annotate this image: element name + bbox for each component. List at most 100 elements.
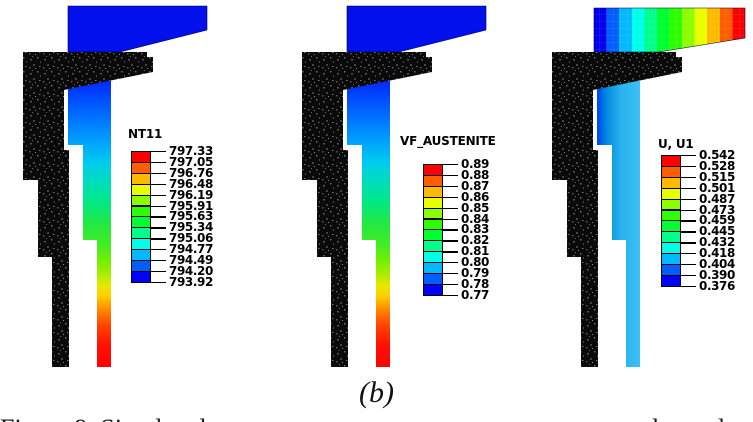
legend-tick-mark (151, 281, 166, 284)
legend-tick-mark (681, 264, 696, 266)
nt11-specimen-contour-strip (68, 48, 111, 367)
legend-value-label: 0.459 (699, 213, 735, 228)
legend-value-label: 0.87 (461, 178, 490, 193)
legend-value-label: 0.89 (461, 157, 490, 171)
bottom-cropped-caption: Figure 9. Simulated l l (0, 414, 753, 422)
legend-tick-mark (443, 283, 458, 286)
legend-tick-mark (151, 260, 166, 262)
legend-value-label: 796.76 (169, 165, 213, 180)
legend-tick-mark (443, 185, 458, 188)
legend-value-label: 794.20 (169, 263, 213, 278)
legend-value-label: 0.528 (699, 158, 735, 173)
legend-tick-mark (151, 216, 166, 218)
subfigure-caption: (b) (359, 376, 394, 409)
colorbar-legend-nt11: NT11 797.33 797.05 796.76 796.48 796.19 795.9… (128, 127, 231, 288)
cropped-text-fragment: Figure 9. Simulated (0, 414, 206, 422)
plot-vf-austenite (302, 5, 487, 367)
legend-value-label: 0.86 (461, 189, 490, 204)
legend-tick-mark (443, 174, 458, 177)
colorbar-nt11: 797.33 797.05 796.76 796.48 796.19 795.91 795.… (131, 145, 231, 288)
contour-plots-svg (23, 5, 746, 367)
legend-tick-mark (151, 183, 166, 186)
legend-value-label: 0.542 (699, 148, 735, 162)
legend-tick-mark (151, 249, 166, 251)
legend-value-label: 0.404 (699, 257, 735, 271)
cropped-text-fragment: l (718, 414, 725, 422)
legend-tick-mark (681, 187, 696, 190)
legend-value-label: 0.80 (461, 255, 490, 270)
legend-value-label: 796.48 (169, 176, 213, 191)
legend-value-label: 0.390 (699, 267, 735, 282)
colorbar-u1: 0.542 0.528 0.515 0.501 0.487 0.473 0.459 0.445… (661, 149, 753, 292)
legend-value-label: 0.445 (699, 224, 735, 239)
u1-specimen-contour-strip (597, 48, 640, 367)
legend-tick-mark (681, 253, 696, 255)
legend-color-swatch (131, 270, 151, 283)
legend-tick-mark (443, 273, 458, 275)
legend-color-swatch (661, 274, 681, 287)
legend-value-label: 0.515 (699, 169, 735, 184)
legend-tick-mark (681, 274, 696, 277)
legend-value-label: 793.92 (169, 274, 213, 289)
u1-punch-mesh-overlay (594, 8, 745, 52)
legend-tick-mark (681, 209, 696, 211)
legend-value-label: 0.418 (699, 246, 735, 261)
legend-tick-mark (681, 285, 696, 288)
legend-tick-mark (151, 194, 166, 196)
colorbar-legend-u1: U, U1 0.542 0.528 0.515 0.501 0.487 0.473 0.45… (658, 137, 753, 292)
legend-tick-mark (151, 161, 166, 164)
legend-tick-mark (681, 198, 696, 200)
legend-value-label: 0.78 (461, 276, 490, 291)
legend-tick-mark (151, 238, 166, 240)
legend-value-label: 0.501 (699, 180, 735, 195)
vf-die-mesh-region (302, 52, 432, 367)
legend-title-vf-austenite: VF_AUSTENITE (400, 134, 496, 148)
legend-tick-mark (681, 220, 696, 222)
u1-die-mesh-region (552, 52, 682, 367)
legend-value-label: 0.376 (699, 278, 735, 293)
legend-tick-mark (443, 251, 458, 253)
legend-tick-mark (151, 172, 166, 175)
legend-tick-mark (681, 242, 696, 244)
plot-u1 (552, 7, 746, 367)
colorbar-legend-vf-austenite: VF_AUSTENITE 0.89 0.88 0.87 0.86 0.85 0.84 0.8… (400, 134, 523, 301)
legend-tick-mark (681, 165, 696, 168)
legend-tick-mark (151, 151, 166, 153)
vf-punch-region (346, 5, 487, 53)
legend-value-label: 794.49 (169, 253, 213, 267)
legend-value-label: 795.34 (169, 220, 213, 235)
legend-value-label: 794.77 (169, 242, 213, 257)
colorbar-vf-austenite: 0.89 0.88 0.87 0.86 0.85 0.84 0.83 0.82 0.81 0.80… (423, 158, 523, 301)
legend-value-label: 795.91 (169, 198, 213, 213)
legend-value-label: 0.473 (699, 202, 735, 217)
legend-tick-mark (443, 164, 458, 166)
legend-value-label: 0.88 (461, 167, 490, 182)
legend-value-label: 796.19 (169, 187, 213, 202)
legend-value-label: 0.82 (461, 233, 490, 248)
legend-title-u1: U, U1 (658, 137, 694, 151)
legend-tick-mark (443, 240, 458, 242)
legend-tick-mark (151, 205, 166, 207)
legend-tick-mark (681, 155, 696, 157)
legend-color-swatch (423, 283, 443, 296)
legend-value-label: 0.81 (461, 244, 490, 259)
legend-value-label: 0.79 (461, 266, 490, 280)
nt11-die-mesh-region (23, 52, 153, 367)
legend-value-label: 797.05 (169, 154, 213, 169)
legend-tick-mark (151, 270, 166, 273)
legend-value-label: 0.432 (699, 235, 735, 250)
vf-specimen-contour-strip (347, 48, 390, 367)
legend-tick-mark (443, 196, 458, 199)
legend-tick-mark (151, 227, 166, 229)
plot-nt11 (23, 5, 208, 367)
legend-tick-mark (443, 229, 458, 231)
legend-value-label: 0.83 (461, 222, 490, 237)
legend-value-label: 797.33 (169, 144, 213, 158)
legend-value-label: 0.77 (461, 287, 490, 302)
legend-tick-mark (681, 176, 696, 179)
legend-tick-mark (443, 294, 458, 297)
nt11-punch-region (67, 5, 208, 53)
legend-value-label: 795.63 (169, 209, 213, 224)
legend-tick-mark (681, 231, 696, 233)
